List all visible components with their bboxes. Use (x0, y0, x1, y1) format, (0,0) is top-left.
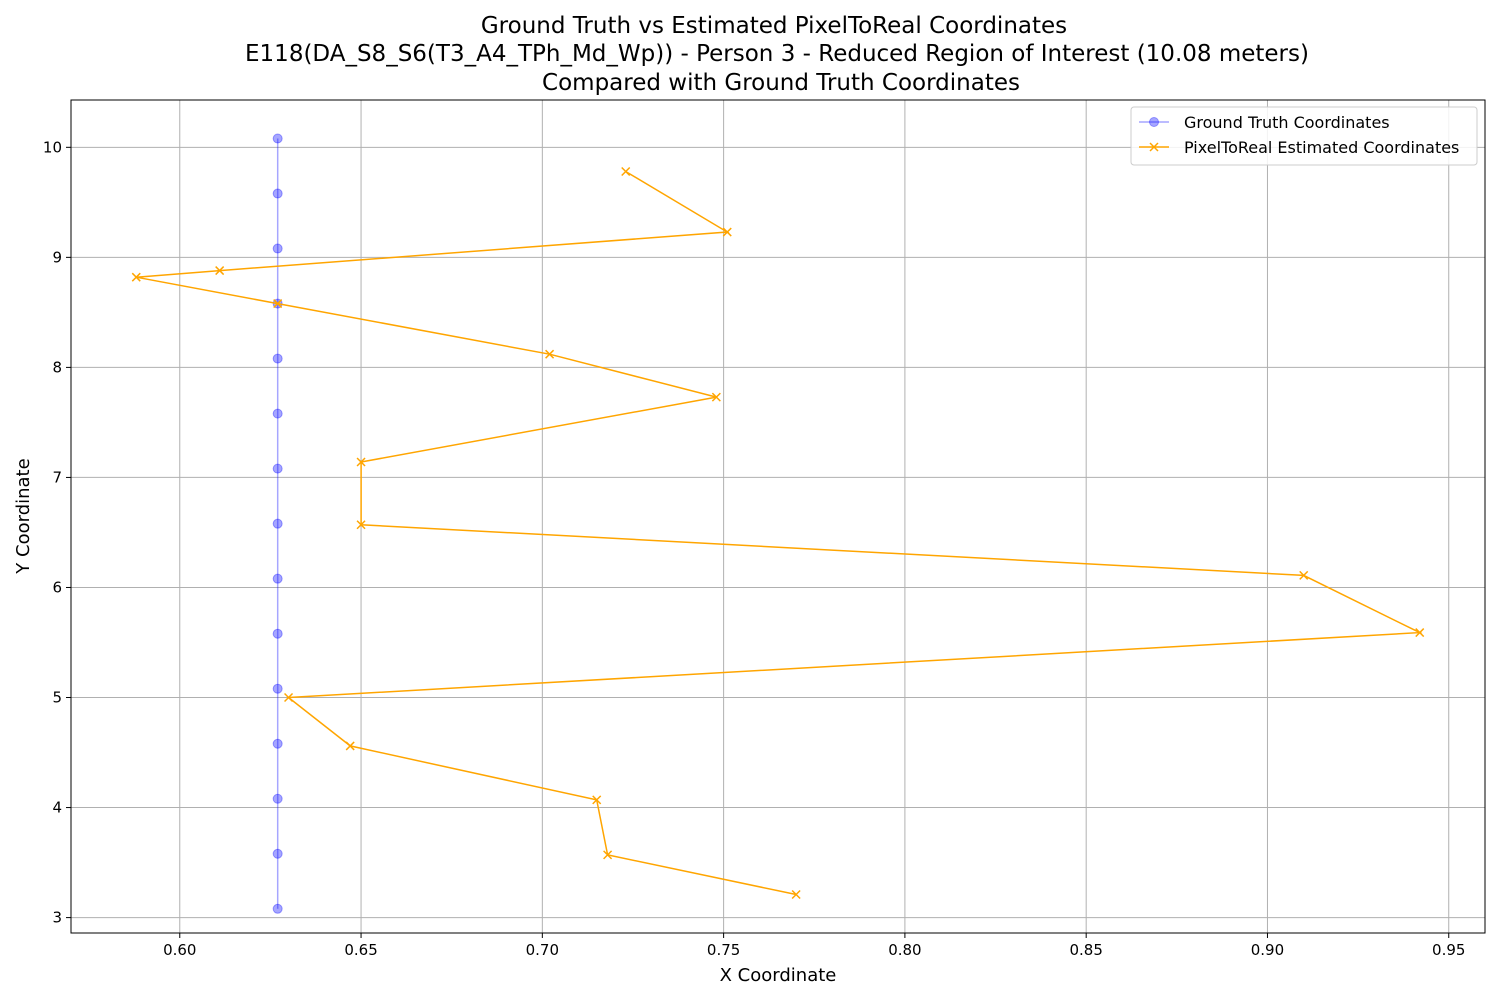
legend-estimated-marker (1149, 142, 1159, 152)
ground-truth-point (272, 518, 283, 529)
x-axis-label: X Coordinate (720, 965, 837, 986)
estimated-point (711, 392, 721, 402)
x-tick-label: 0.95 (1432, 941, 1465, 959)
estimated-point (356, 520, 366, 530)
ground-truth-point (272, 353, 283, 364)
chart-title: Ground Truth vs Estimated PixelToReal Co… (245, 13, 1309, 96)
y-tick-label: 4 (52, 799, 62, 817)
chart-title-line-3: Compared with Ground Truth Coordinates (542, 70, 1020, 96)
ground-truth-point (272, 408, 283, 419)
ground-truth-point (272, 243, 283, 254)
estimated-point (131, 272, 141, 282)
estimated-point (791, 889, 801, 900)
y-tick-label: 7 (52, 468, 62, 486)
y-tick-label: 8 (52, 358, 62, 376)
ground-truth-point (272, 573, 283, 584)
ground-truth-point (272, 133, 283, 144)
x-tick-label: 0.60 (163, 941, 196, 959)
legend-estimated-label: PixelToReal Estimated Coordinates (1184, 138, 1459, 157)
grid (71, 100, 1485, 933)
estimated-point (1415, 628, 1425, 638)
ground-truth-point (272, 793, 283, 804)
ground-truth-point (272, 903, 283, 914)
estimated-point (356, 457, 366, 467)
x-tick-label: 0.80 (888, 941, 921, 959)
estimated-point (621, 166, 631, 177)
estimated-point (215, 266, 225, 276)
estimated-point (345, 741, 355, 751)
plot-frame (70, 99, 1486, 934)
y-tick-label: 6 (52, 578, 62, 596)
y-tick-label: 10 (43, 138, 62, 156)
x-tick-label: 0.90 (1251, 941, 1284, 959)
estimated-point (722, 227, 732, 237)
legend: Ground Truth Coordinates PixelToReal Est… (1130, 106, 1478, 166)
estimated-point (284, 692, 294, 703)
estimated-point (545, 349, 555, 359)
ground-truth-point (272, 848, 283, 859)
ground-truth-point (272, 628, 283, 639)
y-tick-label: 5 (52, 689, 62, 707)
x-tick-label: 0.70 (526, 941, 559, 959)
estimated-point (592, 795, 602, 805)
y-tick-label: 3 (52, 909, 62, 927)
x-tick-label: 0.65 (344, 941, 377, 959)
x-tick-label: 0.85 (1069, 941, 1102, 959)
legend-ground-truth-marker (1149, 117, 1159, 127)
chart-title-line-1: Ground Truth vs Estimated PixelToReal Co… (481, 13, 1067, 39)
legend-box (1130, 106, 1478, 166)
estimated-point (603, 850, 613, 860)
x-tick-label: 0.75 (707, 941, 740, 959)
y-axis-label: Y Coordinate (13, 458, 34, 574)
ground-truth-point (272, 188, 283, 199)
ground-truth-point (272, 738, 283, 749)
estimated-point (1299, 570, 1309, 580)
legend-ground-truth-label: Ground Truth Coordinates (1184, 113, 1390, 132)
ground-truth-point (272, 683, 283, 694)
plot-series (131, 133, 1425, 914)
y-tick-label: 9 (52, 248, 62, 266)
ground-truth-point (272, 463, 283, 474)
estimated-point (273, 299, 283, 309)
chart-title-line-2: E118(DA_S8_S6(T3_A4_TPh_Md_Wp)) - Person… (245, 41, 1309, 67)
axis-ticks: 0.60 0.65 0.70 0.75 0.80 0.85 0.90 0.95 3 4 5 6 7 8 9 1… (43, 138, 1466, 959)
estimated-series-line (136, 170, 1423, 896)
